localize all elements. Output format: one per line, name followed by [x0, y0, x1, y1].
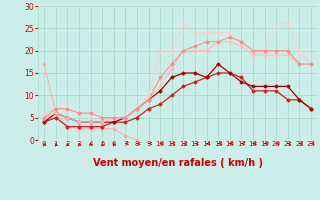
- X-axis label: Vent moyen/en rafales ( km/h ): Vent moyen/en rafales ( km/h ): [92, 158, 263, 168]
